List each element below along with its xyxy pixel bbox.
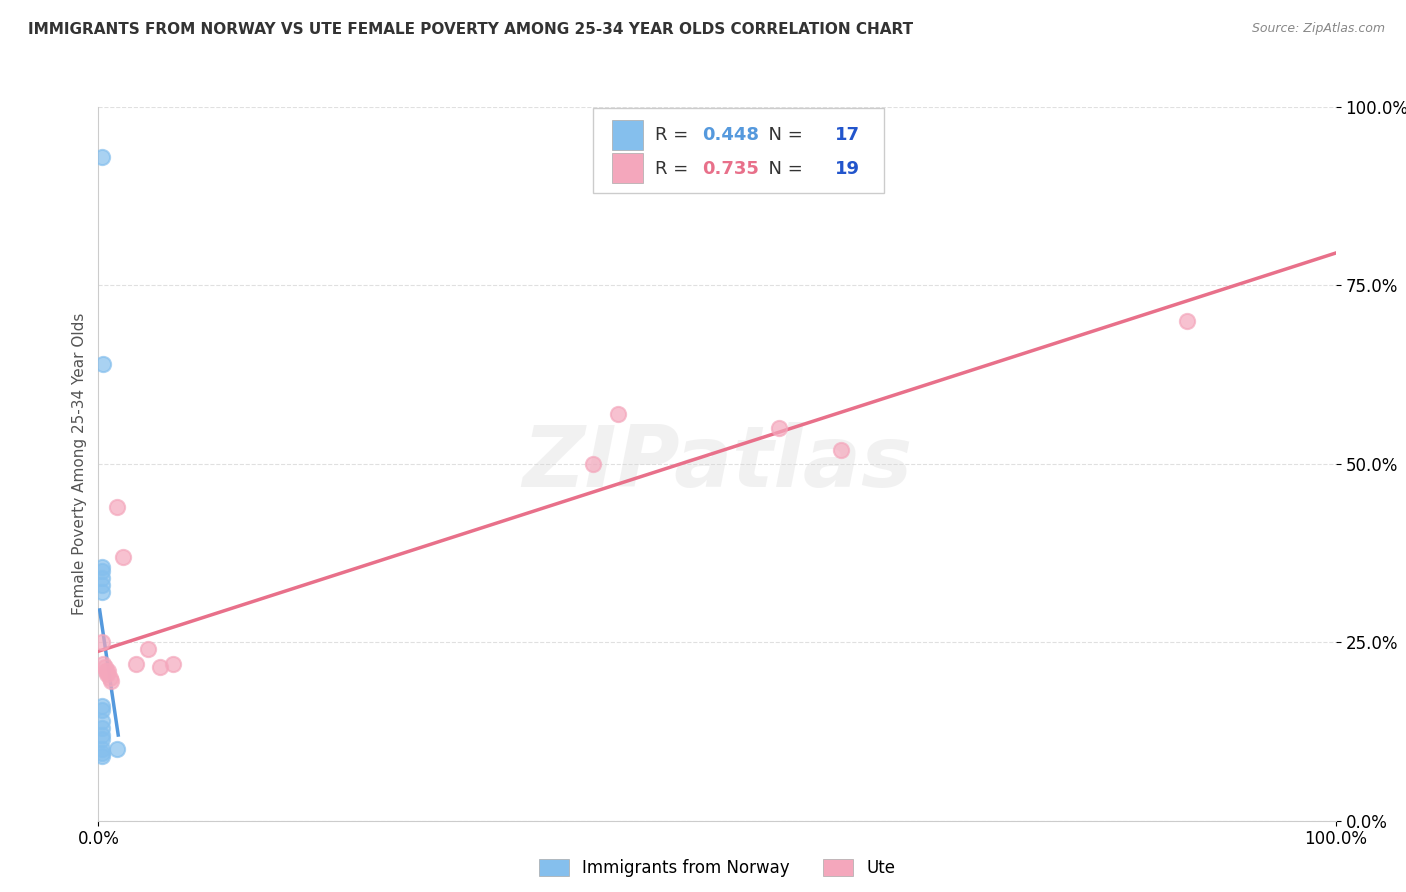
Point [97, 664, 120, 678]
Point [112, 549, 135, 564]
FancyBboxPatch shape [593, 109, 884, 193]
Text: 17: 17 [835, 126, 859, 144]
Point [94, 664, 117, 678]
Text: R =: R = [655, 126, 695, 144]
Point [136, 642, 159, 657]
Text: IMMIGRANTS FROM NORWAY VS UTE FEMALE POVERTY AMONG 25-34 YEAR OLDS CORRELATION C: IMMIGRANTS FROM NORWAY VS UTE FEMALE POV… [28, 22, 914, 37]
Point [91, 585, 114, 599]
Point [98, 671, 121, 685]
Point [91, 742, 114, 756]
Point [1175, 314, 1198, 328]
Point [91, 635, 114, 649]
Point [93, 657, 115, 671]
Text: ZIPatlas: ZIPatlas [522, 422, 912, 506]
Point [91, 150, 114, 164]
Point [91, 746, 114, 760]
Point [162, 657, 184, 671]
Point [91, 728, 114, 742]
FancyBboxPatch shape [612, 153, 643, 184]
Text: 0.448: 0.448 [702, 126, 759, 144]
Text: R =: R = [655, 161, 695, 178]
Point [91, 560, 114, 574]
Point [768, 421, 790, 435]
Point [93, 660, 115, 674]
Point [105, 742, 128, 756]
Point [91, 749, 114, 764]
Point [91, 564, 114, 578]
Point [91, 731, 114, 746]
Point [582, 457, 605, 471]
Legend: Immigrants from Norway, Ute: Immigrants from Norway, Ute [531, 852, 903, 884]
Y-axis label: Female Poverty Among 25-34 Year Olds: Female Poverty Among 25-34 Year Olds [72, 313, 87, 615]
Point [149, 660, 172, 674]
Point [91, 721, 114, 735]
Point [830, 442, 852, 457]
Point [93, 357, 115, 371]
Point [91, 714, 114, 728]
Point [91, 571, 114, 585]
Point [91, 578, 114, 592]
Text: 19: 19 [835, 161, 859, 178]
Point [91, 699, 114, 714]
Point [607, 407, 630, 421]
Point [100, 674, 122, 689]
Point [91, 703, 114, 717]
FancyBboxPatch shape [612, 120, 643, 150]
Point [105, 500, 128, 514]
Text: N =: N = [756, 161, 808, 178]
Text: N =: N = [756, 126, 808, 144]
Text: Source: ZipAtlas.com: Source: ZipAtlas.com [1251, 22, 1385, 36]
Text: 0.735: 0.735 [702, 161, 759, 178]
Point [124, 657, 146, 671]
Point [96, 667, 118, 681]
